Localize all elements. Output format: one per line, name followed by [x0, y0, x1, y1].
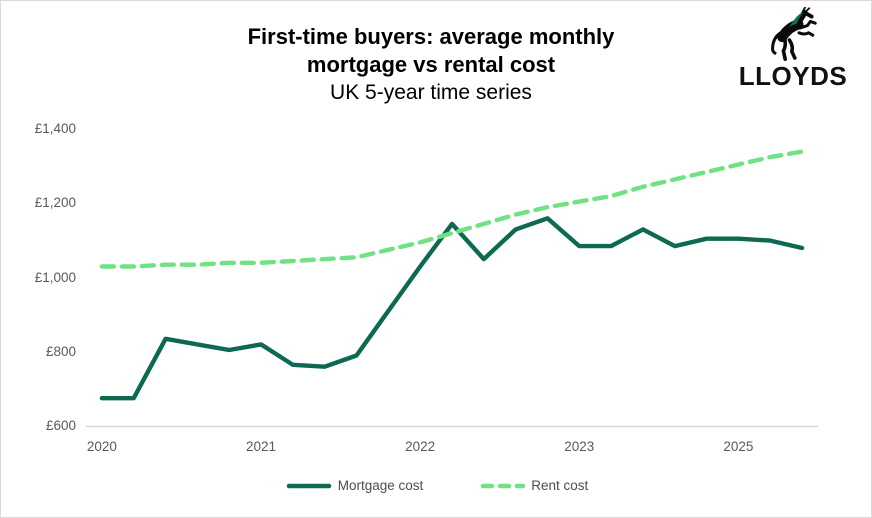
legend-label-mortgage: Mortgage cost [337, 478, 424, 493]
y-axis-tick-label: £1,000 [34, 269, 76, 285]
horse-mane-accent [789, 11, 804, 27]
legend-item-mortgage: Mortgage cost [286, 478, 424, 493]
y-axis-tick-label: £1,400 [34, 121, 76, 137]
series-line-rent-cost [99, 149, 805, 269]
mortgage-line-sample-icon [286, 483, 331, 488]
legend-item-rent: Rent cost [481, 478, 588, 493]
series-line-mortgage-cost [99, 216, 805, 401]
x-axis-tick-label: 2023 [564, 439, 595, 454]
y-axis-tick-label: £800 [45, 343, 76, 359]
rent-line-sample-icon [481, 483, 526, 488]
x-axis-tick-label: 2021 [246, 439, 277, 454]
x-axis-tick-label: 2020 [86, 439, 117, 454]
x-axis-tick-label: 2022 [405, 439, 436, 454]
chart-legend: Mortgage cost Rent cost [1, 478, 871, 493]
chart-title-block: First-time buyers: average monthly mortg… [1, 23, 861, 107]
chart-subtitle: UK 5-year time series [330, 81, 532, 104]
black-horse-rearing-icon [771, 7, 817, 61]
y-axis-tick-label: £600 [45, 418, 76, 433]
lloyds-logo: LLOYDS [739, 7, 847, 92]
chart-title-line1: First-time buyers: average monthly [247, 24, 615, 49]
legend-label-rent: Rent cost [531, 478, 589, 493]
lloyds-wordmark: LLOYDS [738, 61, 848, 91]
x-axis-tick-label: 2025 [723, 439, 754, 454]
y-axis-tick-label: £1,200 [34, 195, 76, 211]
chart-title-line2: mortgage vs rental cost [306, 52, 556, 77]
